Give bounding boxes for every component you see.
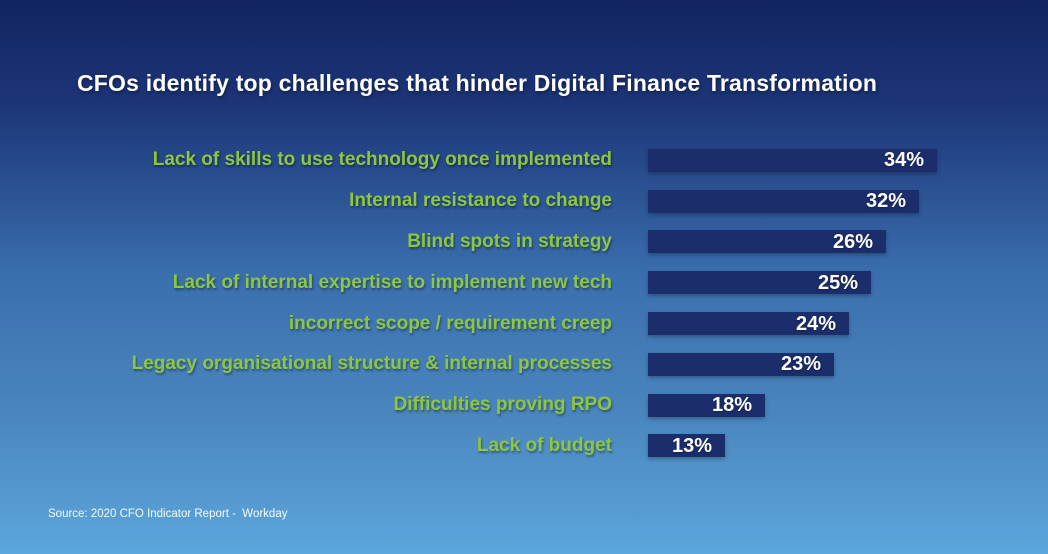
chart-row: Internal resistance to change 32% [0, 181, 1048, 222]
category-label: Difficulties proving RPO [393, 394, 612, 416]
category-label: Lack of budget [476, 434, 612, 456]
category-label: Lack of internal expertise to implement … [172, 271, 612, 293]
value-label: 25% [817, 271, 858, 294]
chart-title: CFOs identify top challenges that hinder… [77, 70, 878, 96]
chart-row: Difficulties proving RPO 18% [0, 385, 1048, 426]
value-label: 18% [711, 394, 752, 417]
chart-row: Lack of skills to use technology once im… [0, 140, 1048, 181]
chart-row: Legacy organisational structure & intern… [0, 344, 1048, 385]
bar: 13% [648, 434, 725, 458]
bar: 23% [648, 352, 834, 376]
category-label: Lack of skills to use technology once im… [152, 149, 612, 171]
category-label: Internal resistance to change [349, 190, 612, 212]
chart-row: Lack of internal expertise to implement … [0, 262, 1048, 303]
value-label: 32% [865, 190, 906, 213]
bar: 18% [648, 393, 765, 417]
category-label: Blind spots in strategy [407, 230, 612, 252]
value-label: 24% [795, 312, 836, 335]
category-label: Legacy organisational structure & intern… [131, 353, 612, 375]
bar: 34% [648, 148, 937, 172]
bar: 25% [648, 271, 871, 295]
bar-chart: Lack of skills to use technology once im… [0, 140, 1048, 466]
bar: 32% [648, 189, 919, 213]
value-label: 26% [832, 230, 873, 253]
value-label: 23% [780, 353, 821, 376]
category-label: incorrect scope / requirement creep [288, 312, 612, 334]
chart-row: Lack of budget 13% [0, 426, 1048, 467]
bar: 24% [648, 312, 849, 336]
source-note: Source: 2020 CFO Indicator Report - Work… [48, 508, 288, 520]
value-label: 13% [671, 434, 712, 457]
value-label: 34% [883, 149, 924, 172]
chart-row: Blind spots in strategy 26% [0, 222, 1048, 263]
chart-row: incorrect scope / requirement creep 24% [0, 303, 1048, 344]
bar: 26% [648, 230, 886, 254]
